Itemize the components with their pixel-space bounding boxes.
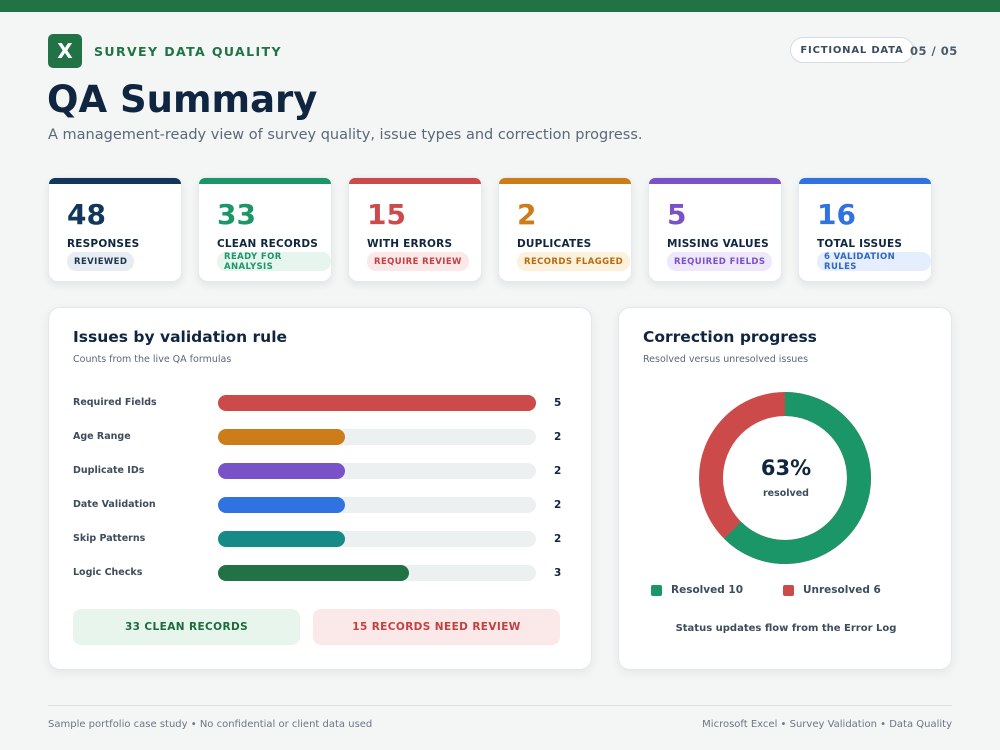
kpi-label: DUPLICATES <box>517 238 592 250</box>
rule-bar-track <box>218 565 536 581</box>
kpi-value: 15 <box>367 198 406 231</box>
rule-value: 2 <box>554 533 562 545</box>
rule-row-required-fields: Required Fields 5 <box>73 395 573 411</box>
rule-row-duplicate-ids: Duplicate IDs 2 <box>73 463 573 479</box>
kpi-value: 5 <box>667 198 687 231</box>
page-counter: 05 / 05 <box>910 44 958 58</box>
donut-resolved-arc <box>699 392 871 564</box>
rule-value: 2 <box>554 465 562 477</box>
kpi-label: RESPONSES <box>67 238 140 250</box>
resolved-percent-label: resolved <box>762 488 809 499</box>
card-accent-bar <box>499 178 631 184</box>
kpi-card-clean-records: 33 CLEAN RECORDS READY FOR ANALYSIS <box>198 177 332 282</box>
card-accent-bar <box>799 178 931 184</box>
records-need-review-button[interactable]: 15 RECORDS NEED REVIEW <box>313 609 560 645</box>
rule-bar-track <box>218 463 536 479</box>
rule-bar-track <box>218 497 536 513</box>
kpi-value: 2 <box>517 198 537 231</box>
kpi-card-missing-values: 5 MISSING VALUES REQUIRED FIELDS <box>648 177 782 282</box>
rule-bar-fill <box>218 429 346 445</box>
clean-records-button[interactable]: 33 CLEAN RECORDS <box>73 609 300 645</box>
card-accent-bar <box>199 178 331 184</box>
legend-label: Resolved 10 <box>671 584 744 596</box>
kpi-label: TOTAL ISSUES <box>817 238 903 250</box>
top-accent-bar <box>0 0 1000 12</box>
fictional-data-badge: FICTIONAL DATA <box>790 37 914 63</box>
rule-row-age-range: Age Range 2 <box>73 429 573 445</box>
kpi-tag: RECORDS FLAGGED <box>517 252 631 271</box>
kpi-tag: REQUIRED FIELDS <box>667 252 773 271</box>
kpi-label: CLEAN RECORDS <box>217 238 318 250</box>
kpi-card-duplicates: 2 DUPLICATES RECORDS FLAGGED <box>498 177 632 282</box>
rule-name: Logic Checks <box>73 567 143 578</box>
rule-name: Age Range <box>73 431 131 442</box>
resolved-percent: 63% <box>760 456 812 480</box>
rule-bar-fill <box>218 497 346 513</box>
panel-subtitle: Counts from the live QA formulas <box>73 354 232 365</box>
card-accent-bar <box>49 178 181 184</box>
rule-bar-track <box>218 395 536 411</box>
kpi-value: 48 <box>67 198 106 231</box>
rule-name: Date Validation <box>73 499 156 510</box>
rule-value: 5 <box>554 397 562 409</box>
rule-row-skip-patterns: Skip Patterns 2 <box>73 531 573 547</box>
kpi-tag: REQUIRE REVIEW <box>367 252 469 271</box>
kpi-label: WITH ERRORS <box>367 238 453 250</box>
kpi-value: 16 <box>817 198 856 231</box>
rule-bar-track <box>218 429 536 445</box>
excel-icon: X <box>48 34 82 68</box>
unresolved-swatch <box>783 584 794 596</box>
rule-value: 2 <box>554 431 562 443</box>
page-subtitle: A management-ready view of survey qualit… <box>48 127 643 143</box>
kpi-tag: REVIEWED <box>67 252 135 271</box>
donut-chart <box>699 392 871 564</box>
kpi-card-with-errors: 15 WITH ERRORS REQUIRE REVIEW <box>348 177 482 282</box>
legend-unresolved: Unresolved 6 <box>783 584 881 596</box>
resolved-swatch <box>651 584 662 596</box>
panel-title: Issues by validation rule <box>73 328 288 346</box>
rule-name: Duplicate IDs <box>73 465 145 476</box>
rule-bar-fill <box>218 395 536 411</box>
kpi-card-total-issues: 16 TOTAL ISSUES 6 VALIDATION RULES <box>798 177 932 282</box>
rule-bar-fill <box>218 565 409 581</box>
legend-resolved: Resolved 10 <box>651 584 743 596</box>
legend-label: Unresolved 6 <box>803 584 881 596</box>
footer-disclaimer: Sample portfolio case study • No confide… <box>48 719 373 730</box>
kpi-card-responses: 48 RESPONSES REVIEWED <box>48 177 182 282</box>
kpi-label: MISSING VALUES <box>667 238 769 250</box>
rule-value: 2 <box>554 499 562 511</box>
status-note: Status updates flow from the Error Log <box>675 623 897 634</box>
rule-bar-fill <box>218 531 346 547</box>
rule-row-date-validation: Date Validation 2 <box>73 497 573 513</box>
rule-value: 3 <box>554 567 562 579</box>
card-accent-bar <box>349 178 481 184</box>
rule-name: Required Fields <box>73 397 157 408</box>
kpi-tag: READY FOR ANALYSIS <box>217 252 331 272</box>
kpi-tag: 6 VALIDATION RULES <box>817 252 931 272</box>
panel-title: Correction progress <box>643 328 817 346</box>
brand-header: X SURVEY DATA QUALITY <box>48 34 282 68</box>
panel-subtitle: Resolved versus unresolved issues <box>643 354 809 365</box>
rule-bar-fill <box>218 463 346 479</box>
correction-progress-panel: Correction progress Resolved versus unre… <box>618 307 952 670</box>
footer-tags: Microsoft Excel • Survey Validation • Da… <box>702 719 952 730</box>
issues-by-rule-panel: Issues by validation rule Counts from th… <box>48 307 592 670</box>
footer-divider <box>48 705 952 706</box>
rule-row-logic-checks: Logic Checks 3 <box>73 565 573 581</box>
rule-name: Skip Patterns <box>73 533 146 544</box>
kpi-value: 33 <box>217 198 256 231</box>
brand-label: SURVEY DATA QUALITY <box>94 43 282 59</box>
page-title: QA Summary <box>47 78 318 121</box>
card-accent-bar <box>649 178 781 184</box>
rule-bar-track <box>218 531 536 547</box>
